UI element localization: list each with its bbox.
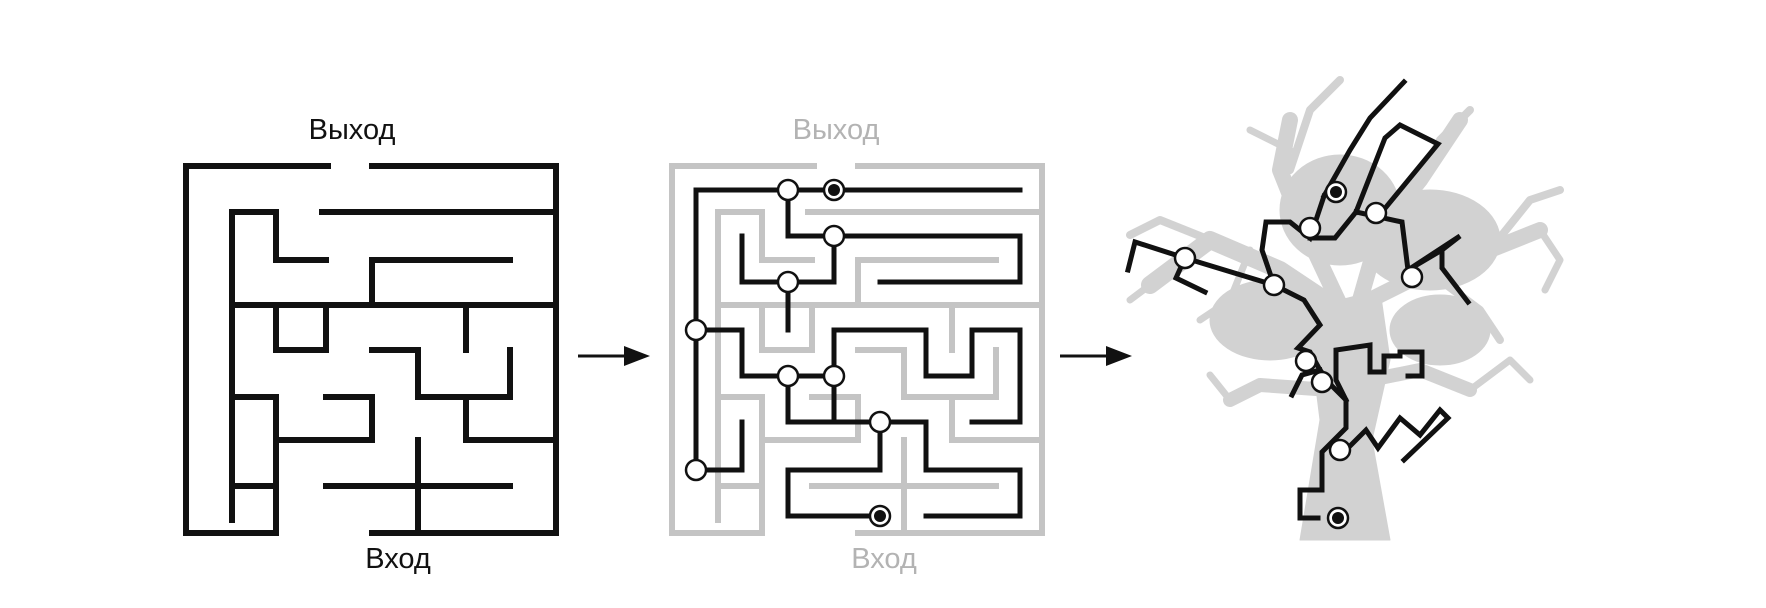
tree-node xyxy=(1298,216,1322,240)
tree-node xyxy=(1173,246,1197,270)
maze-panel: Выход Вход xyxy=(183,114,559,575)
maze-exit-label: Выход xyxy=(309,114,396,146)
exit-node xyxy=(822,178,846,202)
tree-node xyxy=(1262,273,1286,297)
tree-node xyxy=(1328,438,1352,462)
tree-silhouette xyxy=(1126,76,1564,541)
graph-nodes xyxy=(684,178,892,528)
graph-node xyxy=(684,458,708,482)
tree-panel xyxy=(1124,76,1564,541)
tree-node xyxy=(1364,201,1388,225)
maze-walls xyxy=(183,163,559,536)
arrow-right-icon xyxy=(1060,346,1132,366)
tree-node xyxy=(1400,265,1424,289)
tree-node xyxy=(1310,370,1334,394)
faded-maze-walls xyxy=(669,163,1045,536)
graph-node xyxy=(822,364,846,388)
maze-graph-panel: Выход Вход xyxy=(669,114,1045,575)
arrow-right-icon xyxy=(578,346,650,366)
tree-nodes xyxy=(1173,180,1424,530)
graph-exit-label: Выход xyxy=(793,114,880,146)
graph-node xyxy=(776,178,800,202)
maze-entry-label: Вход xyxy=(365,543,431,575)
graph-entry-label: Вход xyxy=(851,543,917,575)
tree-entry-node xyxy=(1326,506,1350,530)
graph-node xyxy=(822,224,846,248)
graph-node xyxy=(776,270,800,294)
graph-node xyxy=(684,318,708,342)
entry-node xyxy=(868,504,892,528)
solution-graph-edges xyxy=(693,187,1023,519)
tree-node xyxy=(1294,349,1318,373)
tree-exit-node xyxy=(1324,180,1348,204)
graph-node xyxy=(868,410,892,434)
graph-node xyxy=(776,364,800,388)
